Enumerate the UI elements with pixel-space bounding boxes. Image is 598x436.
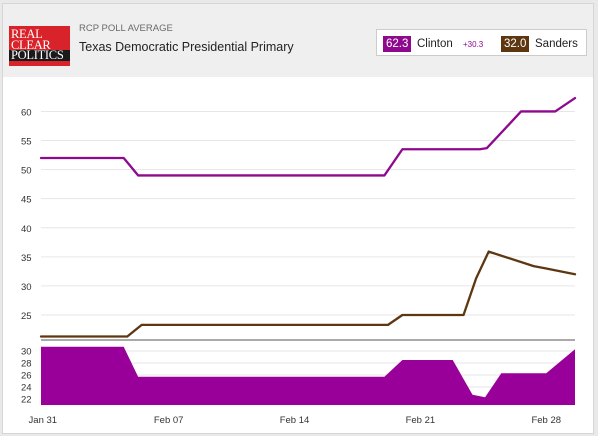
spread-y-tick-label: 28 <box>21 359 32 370</box>
rcp-poll-average-label: RCP POLL AVERAGE <box>79 23 173 34</box>
chart-title: Texas Democratic Presidential Primary <box>79 40 294 54</box>
series-line-clinton <box>39 96 577 177</box>
legend: 62.3 Clinton +30.3 32.0 Sanders <box>376 29 587 56</box>
y-tick-label: 40 <box>21 224 32 235</box>
series-line-sanders <box>39 250 577 338</box>
logo-line-2: CLEAR <box>11 37 51 52</box>
legend-clinton-value: 62.3 <box>383 36 412 52</box>
legend-clinton-name: Clinton <box>417 38 453 50</box>
spread-area <box>41 346 575 405</box>
chart-frame: REAL CLEAR POLITICS RCP POLL AVERAGE Tex… <box>2 3 594 434</box>
y-tick-label: 50 <box>21 166 32 177</box>
spread-y-tick-label: 26 <box>21 371 32 382</box>
y-tick-label: 25 <box>21 311 32 322</box>
y-tick-label: 35 <box>21 253 32 264</box>
legend-sanders-name: Sanders <box>535 38 578 50</box>
legend-clinton-spread: +30.3 <box>463 40 484 49</box>
logo-line-1: REAL <box>11 27 43 41</box>
y-tick-label: 55 <box>21 137 32 148</box>
spread-y-tick-label: 24 <box>21 383 32 394</box>
spread-y-tick-label: 30 <box>21 347 32 358</box>
x-tick-label: Jan 31 <box>29 415 58 426</box>
x-tick-label: Feb 21 <box>406 415 436 426</box>
y-tick-label: 30 <box>21 282 32 293</box>
y-tick-label: 45 <box>21 195 32 206</box>
spread-y-tick-label: 22 <box>21 395 32 406</box>
legend-sanders-value: 32.0 <box>501 36 530 52</box>
x-tick-label: Feb 14 <box>280 415 310 426</box>
y-tick-label: 60 <box>21 107 32 118</box>
chart-header: REAL CLEAR POLITICS RCP POLL AVERAGE Tex… <box>3 4 593 77</box>
x-tick-label: Feb 28 <box>531 415 561 426</box>
logo-line-3: POLITICS <box>9 49 70 61</box>
realclearpolitics-logo[interactable]: REAL CLEAR POLITICS <box>9 26 70 66</box>
x-tick-label: Feb 07 <box>154 415 184 426</box>
